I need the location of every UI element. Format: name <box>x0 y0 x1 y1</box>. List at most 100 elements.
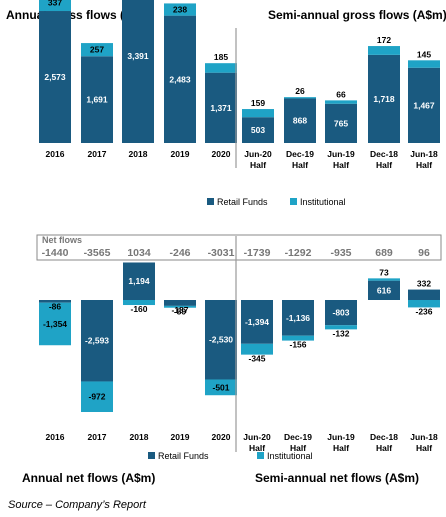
semi-net-retail-bar <box>368 280 400 300</box>
annual-gross-tick-label: 2016 <box>46 149 65 159</box>
annual-net-retail-label: -187 <box>171 305 188 315</box>
semi-annual-gross-title: Semi-annual gross flows (A$m) <box>268 8 446 22</box>
semi-gross-retail-label: 1,718 <box>373 94 395 104</box>
annual-gross-tick-label: 2019 <box>171 149 190 159</box>
semi-net-tick-label: Half <box>333 443 349 453</box>
net-flow-value: 96 <box>418 247 430 259</box>
semi-net-institutional-label: -345 <box>248 354 265 364</box>
annual-gross-retail-bar <box>164 15 196 144</box>
annual-net-institutional-bar <box>81 381 113 412</box>
net-flow-value: -1292 <box>285 247 312 259</box>
semi-gross-tick-label: Half <box>376 160 392 170</box>
legend-retail-label: Retail Funds <box>217 197 268 207</box>
semi-net-retail-bar <box>408 289 440 300</box>
semi-gross-tick-label: Half <box>416 160 432 170</box>
annual-net-retail-bar <box>205 300 237 380</box>
semi-annual-net-title: Semi-annual net flows (A$m) <box>255 471 419 485</box>
semi-gross-institutional-label: 66 <box>336 89 346 99</box>
annual-gross-retail-label: 1,371 <box>210 103 232 113</box>
semi-gross-tick-label: Half <box>333 160 349 170</box>
net-flow-value: -3565 <box>84 247 111 259</box>
legend-institutional-swatch <box>257 452 264 459</box>
semi-net-institutional-bar <box>241 343 273 355</box>
net-flow-value: -3031 <box>208 247 235 259</box>
semi-gross-institutional-bar <box>368 46 400 55</box>
semi-net-tick-label: Jun-18 <box>410 432 438 442</box>
annual-net-tick-label: 2016 <box>46 432 65 442</box>
semi-net-tick-label: Half <box>249 443 265 453</box>
legend-institutional-label: Institutional <box>300 197 346 207</box>
semi-net-tick-label: Dec-18 <box>370 432 398 442</box>
semi-gross-retail-label: 868 <box>293 116 307 126</box>
semi-net-retail-label: -803 <box>332 308 349 318</box>
annual-net-institutional-bar <box>164 305 196 308</box>
semi-net-tick-label: Half <box>290 443 306 453</box>
annual-gross-tick-label: 2020 <box>212 149 231 159</box>
semi-net-retail-bar <box>241 300 273 344</box>
annual-net-institutional-label: -59 <box>174 307 187 317</box>
semi-net-retail-label: 616 <box>377 285 391 295</box>
annual-gross-institutional-label: 238 <box>173 5 187 15</box>
net-flow-value: -935 <box>330 247 351 259</box>
source-note: Source – Company’s Report <box>8 499 146 511</box>
semi-gross-retail-bar <box>408 67 440 143</box>
semi-net-tick-label: Jun-19 <box>327 432 355 442</box>
semi-gross-tick-label: Dec-18 <box>370 149 398 159</box>
annual-net-retail-bar <box>39 300 71 303</box>
annual-gross-institutional-bar <box>164 3 196 16</box>
annual-gross-tick-label: 2018 <box>129 149 148 159</box>
annual-net-retail-bar <box>164 300 196 306</box>
semi-gross-institutional-bar <box>242 109 274 118</box>
annual-gross-retail-label: 2,483 <box>169 74 191 84</box>
annual-net-institutional-label: -160 <box>130 304 147 314</box>
semi-gross-institutional-label: 145 <box>417 49 431 59</box>
semi-gross-tick-label: Half <box>292 160 308 170</box>
annual-net-institutional-label: -501 <box>212 382 229 392</box>
semi-net-institutional-label: -156 <box>289 340 306 350</box>
annual-gross-retail-bar <box>205 72 237 143</box>
semi-net-retail-label: -1,394 <box>245 317 269 327</box>
semi-gross-institutional-bar <box>284 97 316 99</box>
annual-gross-retail-label: 1,691 <box>86 95 108 105</box>
semi-gross-institutional-label: 172 <box>377 35 391 45</box>
annual-net-title: Annual net flows (A$m) <box>22 471 155 485</box>
semi-net-institutional-bar <box>408 300 440 308</box>
net-flow-value: 1034 <box>127 247 151 259</box>
annual-gross-retail-bar <box>81 56 113 144</box>
annual-net-retail-bar <box>123 262 155 300</box>
semi-gross-retail-label: 503 <box>251 125 265 135</box>
semi-net-institutional-label: -236 <box>415 306 432 316</box>
semi-net-retail-bar <box>325 300 357 326</box>
semi-gross-institutional-bar <box>325 100 357 104</box>
semi-gross-retail-bar <box>242 117 274 143</box>
legend-retail-swatch <box>148 452 155 459</box>
annual-net-institutional-bar <box>123 300 155 306</box>
net-flow-value: -246 <box>169 247 190 259</box>
semi-net-tick-label: Half <box>376 443 392 453</box>
semi-gross-tick-label: Dec-19 <box>286 149 314 159</box>
annual-gross-institutional-bar <box>205 63 237 73</box>
semi-gross-institutional-label: 26 <box>295 86 305 96</box>
annual-net-retail-label: -2,593 <box>85 336 109 346</box>
semi-net-institutional-bar <box>282 335 314 341</box>
semi-gross-retail-bar <box>284 98 316 143</box>
annual-gross-retail-bar <box>39 11 71 144</box>
net-flows-box <box>36 234 442 261</box>
annual-gross-institutional-bar <box>39 0 71 12</box>
semi-net-institutional-label: 73 <box>379 267 389 277</box>
annual-gross-tick-label: 2017 <box>88 149 107 159</box>
annual-net-institutional-bar <box>205 379 237 396</box>
annual-gross-retail-label: 2,573 <box>44 72 66 82</box>
semi-gross-tick-label: Half <box>250 160 266 170</box>
annual-gross-retail-bar <box>122 0 154 143</box>
semi-net-tick-label: Half <box>416 443 432 453</box>
semi-gross-retail-label: 765 <box>334 118 348 128</box>
semi-net-institutional-label: -132 <box>332 328 349 338</box>
net-flow-value: 689 <box>375 247 393 259</box>
legend-institutional-label: Institutional <box>267 451 313 461</box>
annual-gross-retail-label: 3,391 <box>127 51 149 61</box>
semi-net-institutional-bar <box>325 325 357 330</box>
annual-net-retail-bar <box>81 300 113 382</box>
semi-gross-institutional-bar <box>408 60 440 68</box>
